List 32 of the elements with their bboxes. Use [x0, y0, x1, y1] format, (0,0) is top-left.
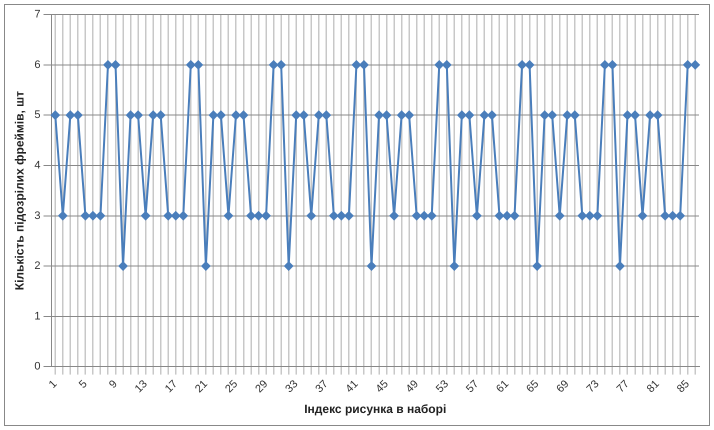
y-tick-label: 0 [34, 360, 41, 373]
x-tick-label: 61 [494, 378, 512, 396]
x-tick-label: 45 [374, 378, 391, 396]
x-tick-label: 77 [614, 378, 632, 396]
x-tick-label: 9 [106, 378, 120, 391]
x-tick-label: 41 [344, 378, 361, 396]
y-tick-label: 4 [34, 159, 41, 172]
x-tick-label: 25 [223, 378, 240, 396]
x-tick-label: 1 [46, 378, 60, 391]
x-tick-label: 85 [674, 378, 692, 396]
x-tick-label: 37 [313, 378, 331, 396]
x-tick-label: 73 [584, 378, 602, 396]
x-tick-label: 69 [554, 378, 572, 396]
x-tick-label: 81 [644, 378, 662, 396]
y-tick-label: 7 [34, 8, 41, 21]
y-tick-label: 6 [34, 58, 41, 71]
x-tick-label: 53 [434, 378, 452, 396]
y-tick-label: 1 [34, 310, 41, 322]
y-tick-label: 2 [34, 260, 41, 272]
x-tick-label: 29 [253, 378, 270, 396]
y-tick-label: 5 [34, 109, 41, 122]
x-tick-label: 21 [192, 378, 210, 396]
x-tick-label: 33 [283, 378, 300, 396]
x-tick-label: 65 [524, 378, 542, 396]
y-axis-title: Кількість підозрілих фреймів, шт [12, 90, 27, 290]
x-tick-label: 57 [464, 378, 482, 396]
x-tick-label: 49 [404, 378, 421, 396]
x-axis-title: Індекс рисунка в наборі [304, 402, 446, 416]
x-tick-label: 5 [76, 378, 90, 391]
x-tick-label: 13 [132, 378, 150, 396]
y-tick-label: 3 [34, 210, 41, 222]
x-tick-label: 17 [162, 378, 180, 396]
